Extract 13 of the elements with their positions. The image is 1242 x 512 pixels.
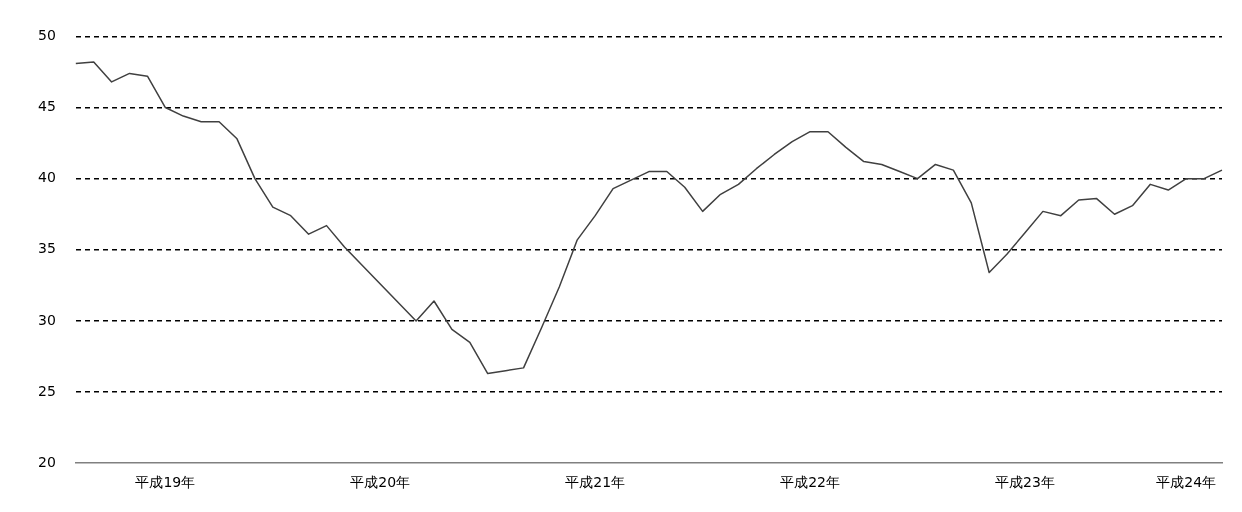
y-tick-label: 50 [37, 27, 56, 44]
x-tick-label: 平成23年 [995, 474, 1055, 491]
y-tick-label: 45 [37, 98, 56, 115]
y-tick-label: 30 [37, 311, 56, 328]
y-tick-label: 25 [37, 382, 56, 399]
y-tick-label: 20 [37, 453, 56, 470]
y-tick-label: 40 [37, 169, 56, 186]
x-tick-label: 平成19年 [135, 474, 196, 491]
x-tick-label: 平成22年 [780, 474, 840, 491]
x-tick-label: 平成21年 [565, 474, 626, 491]
x-tick-label: 平成24年 [1156, 474, 1217, 491]
y-tick-label: 35 [37, 240, 56, 257]
x-tick-label: 平成20年 [350, 474, 411, 491]
